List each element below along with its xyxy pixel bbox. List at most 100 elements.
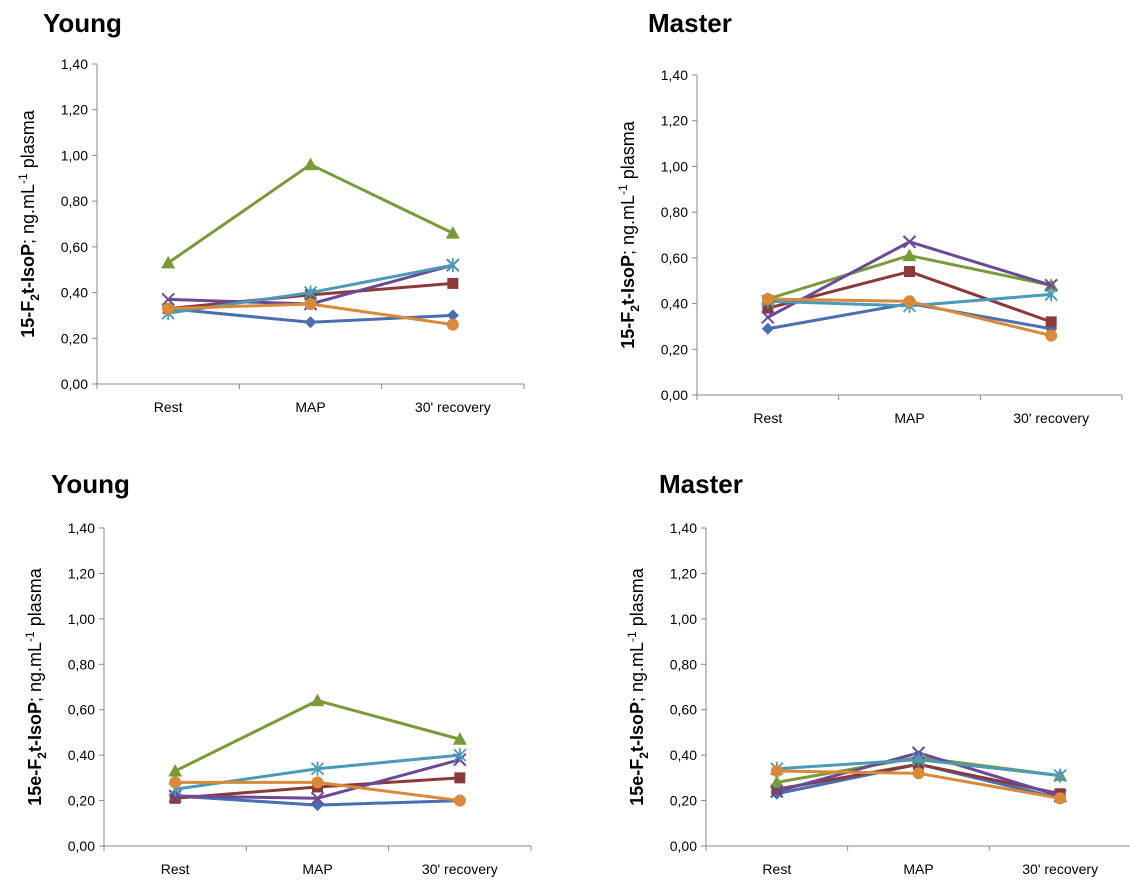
chart-title: Master [648,8,732,38]
marker-square [904,266,915,278]
series-star [770,752,1067,783]
marker-circle [311,776,324,789]
marker-triangle [303,157,318,171]
y-tick-label: 0,20 [670,793,697,809]
marker-x [902,235,917,249]
series-line [167,163,454,265]
marker-diamond [761,322,774,335]
y-axis-label: 15e-F2t-IsoP; ng.mL-1 plasma [625,567,651,805]
y-tick-label: 1,00 [661,158,688,174]
y-tick-label: 1,20 [68,565,95,581]
y-tick-label: 1,40 [68,520,95,536]
y-axis-label: 15-F2t-IsoP; ng.mL-1 plasma [616,120,642,348]
chart-panel-master-15ef2t: Master 0,00 0,20 0,40 0,60 0,80 1,00 1,20 1,40 R… [565,441,1130,882]
marker-square [169,792,181,804]
line-chart: 0,00 0,20 0,40 0,60 0,80 1,00 1,20 1,40 Rest MAP 3… [616,67,1123,426]
y-tick-label: 1,00 [61,147,88,163]
y-tick-label: 1,40 [661,67,688,83]
x-tick-label: 30' recovery [415,399,491,415]
marker-square [1045,316,1057,328]
marker-circle [304,298,317,310]
y-tick-label: 0,20 [661,341,688,357]
marker-star [1044,287,1058,302]
series-circle [169,776,466,807]
marker-circle [1054,792,1067,805]
marker-star [446,258,460,273]
y-tick-label: 0,00 [670,838,697,854]
marker-x [310,791,325,806]
marker-circle [169,776,182,789]
x-tick-label: 30' recovery [422,861,498,877]
y-tick-label: 0,00 [61,376,88,392]
y-tick-label: 0,80 [661,204,688,220]
series-circle [162,298,459,331]
y-tick-label: 1,00 [670,611,697,627]
x-tick-label: 30' recovery [1022,861,1098,877]
y-tick-label: 0,00 [661,387,688,403]
series-circle [761,293,1058,342]
marker-x [770,784,784,799]
y-tick-label: 1,20 [661,113,688,129]
x-tick-label: 30' recovery [1013,410,1089,426]
marker-triangle [452,732,467,745]
y-tick-label: 0,40 [68,747,95,763]
y-tick-label: 0,20 [61,330,88,346]
y-tick-label: 0,40 [61,285,88,301]
y-tick-label: 0,80 [68,656,95,672]
y-axis-label: 15e-F2t-IsoP; ng.mL-1 plasma [23,567,49,805]
marker-diamond [446,309,459,322]
marker-circle [761,293,774,305]
x-tick-label: Rest [161,861,190,877]
marker-triangle [168,764,183,777]
marker-x [761,310,775,324]
line-chart: 0,00 0,20 0,40 0,60 0,80 1,00 1,20 1,40 Rest MAP 3… [625,520,1130,877]
series-triangle [161,157,460,269]
marker-circle [162,302,175,315]
marker-diamond [311,799,324,812]
y-tick-label: 0,80 [670,656,697,672]
chart-panel-young-15f2t: Young 0,00 0,20 0,40 0,60 0,80 1,00 1,20 1,40 Re… [0,0,565,441]
marker-triangle [769,775,784,788]
x-tick-label: MAP [894,410,924,426]
marker-star [303,285,318,300]
y-tick-label: 0,40 [661,296,688,312]
marker-square [454,772,466,784]
series-diamond [169,790,466,812]
marker-star [453,748,467,763]
y-tick-label: 0,00 [68,838,95,854]
chart-title: Master [659,469,743,499]
chart-title: Young [43,8,122,38]
y-tick-label: 0,40 [670,747,697,763]
y-tick-label: 0,60 [661,250,688,266]
y-tick-label: 1,00 [68,611,95,627]
marker-circle [903,295,916,308]
marker-circle [912,767,925,780]
marker-square [771,783,783,795]
y-tick-label: 1,20 [670,565,697,581]
marker-circle [446,318,459,331]
marker-triangle [310,693,325,707]
x-tick-label: Rest [762,861,791,877]
marker-triangle [161,255,176,269]
series-triangle [168,693,467,777]
chart-title: Young [51,469,130,499]
y-tick-label: 0,60 [61,239,88,255]
line-chart: 0,00 0,20 0,40 0,60 0,80 1,00 1,20 1,40 Rest MAP 3… [16,56,525,415]
x-tick-label: MAP [903,861,933,877]
marker-circle [770,765,783,778]
series-line [767,254,1052,301]
y-tick-label: 0,60 [68,702,95,718]
x-tick-label: Rest [154,399,183,415]
chart-panel-young-15ef2t: Young 0,00 0,20 0,40 0,60 0,80 1,00 1,20 1,40 Re… [0,441,565,882]
series-circle [770,765,1067,805]
marker-diamond [304,316,317,329]
marker-star [911,752,926,767]
y-tick-label: 1,20 [61,102,88,118]
marker-star [1053,768,1067,783]
marker-x [161,292,175,307]
x-tick-label: MAP [302,861,332,877]
y-tick-label: 1,40 [61,56,88,72]
marker-circle [1045,329,1058,342]
marker-triangle [902,248,917,262]
y-tick-label: 1,40 [670,520,697,536]
